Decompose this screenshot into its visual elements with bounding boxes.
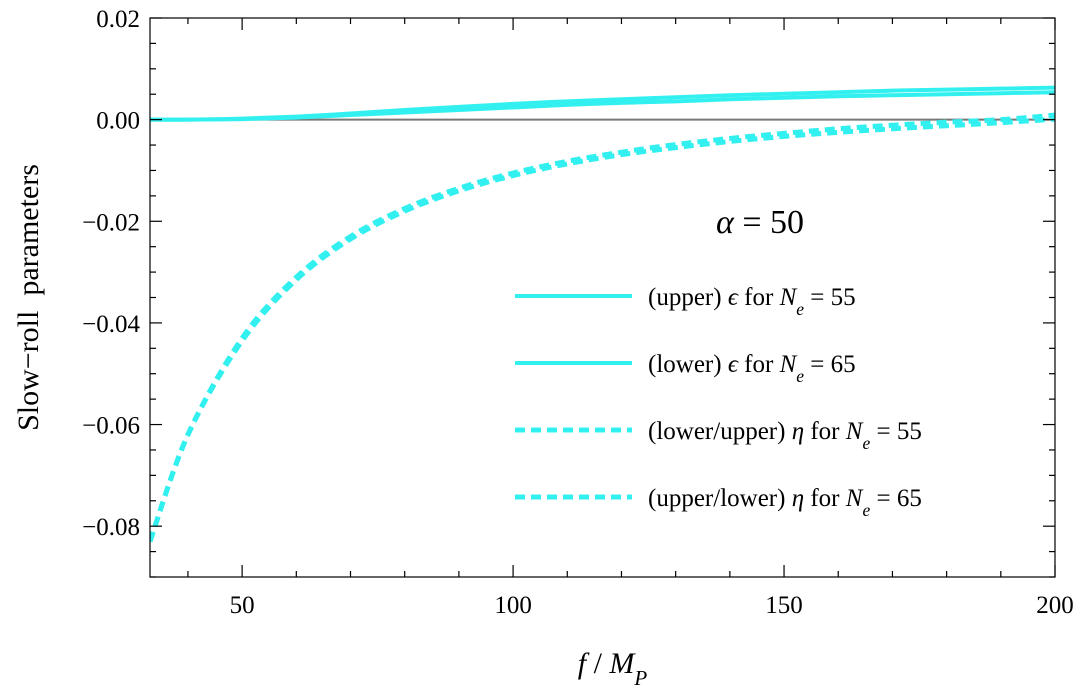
legend-label-4: (upper/lower) η for Ne = 65 [648,485,922,520]
y-tick-label: −0.02 [82,209,140,236]
y-tick-label: 0.02 [96,6,140,33]
y-tick-label: 0.00 [96,108,140,135]
series-line-2 [150,90,1055,122]
y-tick-label: −0.06 [82,413,140,440]
legend-label-2: (lower) ϵ for Ne = 65 [648,351,856,386]
x-tick-label: 200 [1036,592,1074,619]
x-tick-label: 150 [765,592,803,619]
y-axis-label: Slow−roll parameters [12,164,45,431]
x-tick-label: 100 [494,592,532,619]
alpha-annotation: α = 50 [716,204,804,241]
legend-label-1: (upper) ϵ for Ne = 55 [648,284,856,319]
series-line-3 [150,112,1055,543]
series-line-4 [150,116,1055,543]
legend-label-3: (lower/upper) η for Ne = 55 [648,418,922,453]
x-tick-label: 50 [230,592,255,619]
y-tick-label: −0.04 [82,311,140,338]
x-axis-label: f / MP [578,647,648,686]
y-tick-label: −0.08 [82,514,140,541]
